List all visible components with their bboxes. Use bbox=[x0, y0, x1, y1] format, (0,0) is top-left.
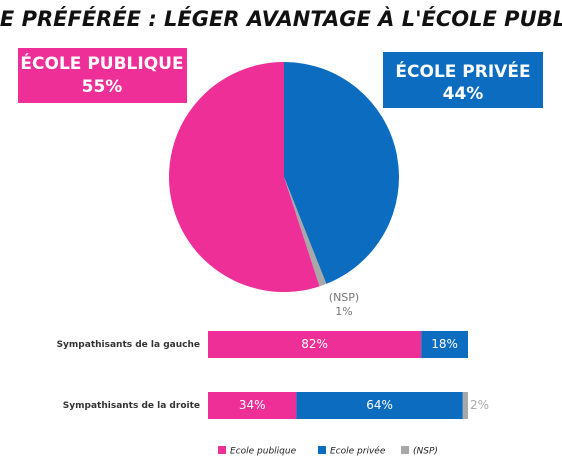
public-label-box bbox=[18, 48, 187, 103]
category-label: Sympathisants de la droite bbox=[63, 401, 200, 411]
pie-slice bbox=[284, 62, 399, 284]
bar-value-label: 18% bbox=[431, 337, 458, 351]
legend-label: (NSP) bbox=[413, 447, 438, 457]
pie-slice bbox=[284, 177, 327, 287]
bar-segment bbox=[421, 331, 468, 358]
pie-value-label: 1% bbox=[335, 305, 352, 318]
pie-slice bbox=[168, 62, 320, 293]
pie-category-label: (NSP) bbox=[329, 291, 359, 304]
page-title: ECOLE PRÉFÉRÉE : LÉGER AVANTAGE À L'ÉCOL… bbox=[0, 6, 562, 31]
bar-value-label: 34% bbox=[239, 398, 266, 412]
pie-value-label: 55% bbox=[82, 77, 123, 97]
bar-segment bbox=[462, 392, 468, 419]
pie-category-label: ÉCOLE PUBLIQUE bbox=[20, 52, 183, 74]
legend-swatch bbox=[218, 446, 226, 454]
legend-label: Ecole publique bbox=[230, 447, 297, 457]
bar-value-label: 2% bbox=[470, 398, 489, 412]
bar-value-label: 64% bbox=[366, 398, 393, 412]
pie-category-label: ÉCOLE PRIVÉE bbox=[395, 60, 530, 82]
private-label-box bbox=[383, 52, 543, 108]
legend-label: Ecole privée bbox=[330, 446, 386, 457]
legend-swatch bbox=[401, 446, 409, 454]
bar-segment bbox=[208, 331, 422, 358]
pie-value-label: 44% bbox=[443, 84, 484, 104]
category-label: Sympathisants de la gauche bbox=[57, 340, 200, 350]
bar-segment bbox=[296, 392, 463, 419]
legend-swatch bbox=[318, 446, 326, 454]
bar-value-label: 82% bbox=[301, 337, 328, 351]
bar-segment bbox=[208, 392, 297, 419]
